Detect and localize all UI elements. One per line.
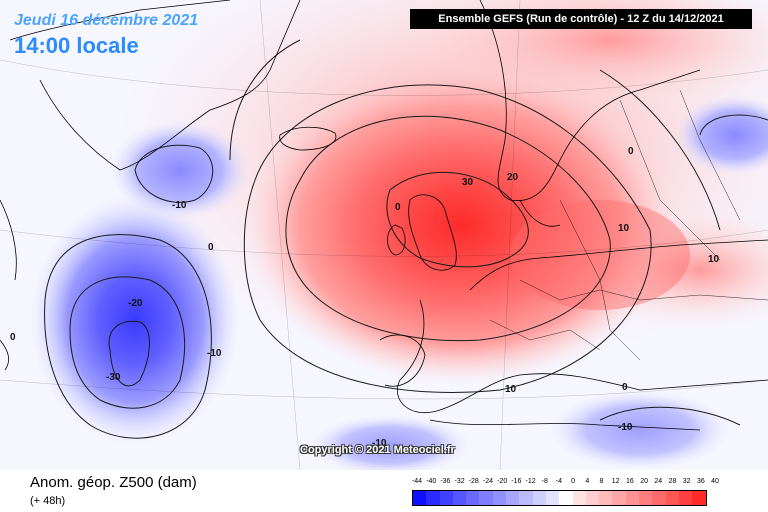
contour-label: 10: [505, 384, 517, 395]
colorbar-swatch: [545, 491, 560, 505]
colorbar-swatch: [559, 491, 573, 505]
contour-label: -10: [372, 438, 387, 449]
colorbar-swatch: [585, 491, 600, 505]
graticule: [0, 0, 768, 470]
contour-label: -20: [128, 298, 143, 309]
colorbar-swatch: [572, 491, 586, 505]
colorbar-swatch: [612, 491, 626, 505]
contour-label: 0: [622, 382, 628, 393]
colorbar-tick-label: -8: [541, 478, 548, 485]
colorbar-swatch: [479, 491, 493, 505]
colorbar-tick-label: 20: [640, 478, 648, 485]
coastlines: [0, 0, 768, 431]
anomaly-map: 30 20 10 0 -10 -20 -30 10 0 -10 10 0 -10…: [0, 0, 768, 470]
colorbar-swatch: [665, 491, 679, 505]
lead-time-label: (+ 48h): [30, 495, 66, 507]
contour-label: -30: [106, 372, 121, 383]
colorbar-swatch: [492, 491, 507, 505]
colorbar-tick-label: -4: [555, 478, 563, 485]
colorbar-tick-label: 4: [585, 478, 590, 485]
colorbar-swatch: [519, 491, 533, 505]
colorbar-tick-label: 28: [668, 478, 677, 485]
contour-label: -10: [618, 422, 633, 433]
colorbar-swatch: [532, 491, 546, 505]
colorbar-swatch: [413, 491, 427, 505]
forecast-time: 14:00 locale: [14, 33, 139, 58]
forecast-date: Jeudi 16 décembre 2021: [14, 12, 199, 29]
colorbar-tick-label: -40: [426, 478, 437, 485]
colorbar-swatch: [439, 491, 453, 505]
colorbar: [412, 490, 707, 506]
contour-label-group: 30 20 10 0 -10 -20 -30 10 0 -10 10 0 -10…: [10, 146, 720, 449]
low-anomaly-greenland: [110, 120, 250, 220]
colorbar-tick-label: 24: [654, 478, 663, 485]
parameter-label: Anom. géop. Z500 (dam): [30, 474, 197, 491]
colorbar-tick-label: 8: [599, 478, 604, 485]
colorbar-tick-label: 16: [625, 478, 634, 485]
colorbar-swatch: [678, 491, 693, 505]
colorbar-tick-label: 32: [682, 478, 691, 485]
colorbar-tick-label: 36: [696, 478, 705, 485]
contour-label: -10: [172, 200, 187, 211]
contour-label: 10: [708, 254, 720, 265]
contour-label: 20: [507, 172, 519, 183]
colorbar-swatch: [506, 491, 520, 505]
colorbar-tick-label: 40: [711, 478, 719, 485]
colorbar-swatch: [599, 491, 613, 505]
colorbar-swatch: [652, 491, 666, 505]
contour-label: 10: [618, 223, 630, 234]
colorbar-tick-label: -28: [468, 478, 479, 485]
country-borders: [489, 89, 768, 361]
colorbar-swatch: [692, 491, 706, 505]
high-anomaly-core: [245, 65, 675, 385]
contour-label: 30: [462, 177, 474, 188]
colorbar-ticks: -44 -40 -36 -32 -28 -24 -20 -16 -12 -8 -4 0 4 8 12 16 20…: [405, 478, 750, 489]
model-info-banner: Ensemble GEFS (Run de contrôle) - 12 Z d…: [410, 9, 752, 29]
colorbar-swatch: [625, 491, 640, 505]
contour-label: 0: [10, 332, 16, 343]
colorbar-tick-label: -32: [454, 478, 465, 485]
colorbar-swatch: [639, 491, 653, 505]
colorbar-tick-label: 0: [571, 478, 576, 485]
contour-label: 0: [395, 202, 401, 213]
colorbar-tick-label: -44: [411, 478, 423, 485]
colorbar-swatch: [452, 491, 467, 505]
colorbar-tick-label: -16: [511, 478, 522, 485]
contour-label: -10: [207, 348, 222, 359]
colorbar-tick-label: -36: [440, 478, 451, 485]
colorbar-swatch: [466, 491, 480, 505]
colorbar-swatch: [426, 491, 440, 505]
colorbar-tick-label: 12: [611, 478, 620, 485]
colorbar-tick-label: -20: [497, 478, 508, 485]
colorbar-tick-label: -24: [482, 478, 494, 485]
low-anomaly-atlantic: [30, 195, 240, 445]
colorbar-tick-label: -12: [525, 478, 536, 485]
contour-label: 0: [208, 242, 214, 253]
contour-label: 0: [628, 146, 634, 157]
copyright-text: Copyright © 2021 Meteociel.fr: [300, 444, 455, 456]
anomaly-contours: [44, 39, 768, 439]
